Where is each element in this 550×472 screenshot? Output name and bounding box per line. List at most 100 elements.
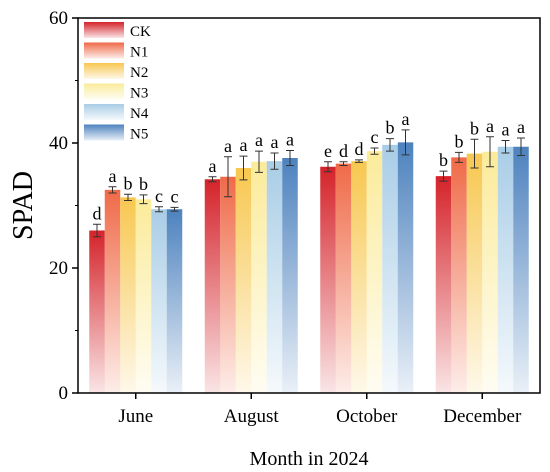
bar-N1-June	[104, 189, 121, 393]
bar-N3-June	[135, 199, 152, 393]
sig-label-N1-August: a	[224, 136, 232, 156]
bar-N3-October	[366, 151, 383, 393]
bar-N3-August	[251, 161, 267, 393]
legend-label-CK: CK	[130, 24, 151, 40]
error-bar-N1-December	[455, 151, 463, 163]
bar-N5-December	[513, 146, 529, 393]
sig-label-N1-December: b	[455, 131, 464, 151]
legend: CK N1 N2 N3 N4 N5	[84, 22, 151, 143]
error-bar-N4-December	[501, 140, 510, 154]
sig-label-N2-August: a	[240, 135, 248, 155]
sig-label-N1-June: a	[109, 166, 117, 186]
x-category-layer: June August October December	[118, 393, 522, 427]
error-bar-N4-October	[386, 138, 394, 152]
y-tick-label-60: 60	[49, 8, 68, 29]
sig-label-N5-October: a	[402, 109, 410, 129]
error-bar-N3-June	[139, 194, 148, 205]
sig-label-N5-December: a	[517, 117, 525, 137]
legend-label-N1: N1	[130, 45, 148, 61]
bar-N4-October	[382, 144, 398, 393]
legend-swatch-N2	[84, 63, 124, 79]
sig-label-N3-December: a	[486, 116, 494, 136]
legend-swatch-N4	[84, 104, 124, 120]
error-bar-N1-June	[108, 186, 117, 194]
bar-N5-June	[166, 209, 183, 393]
x-tick-label-December: December	[443, 406, 522, 427]
y-tick-label-0: 0	[59, 383, 69, 404]
legend-swatch-CK	[84, 22, 124, 38]
legend-label-N5: N5	[130, 127, 148, 143]
x-axis-title: Month in 2024	[250, 448, 369, 470]
error-bar-N1-October	[339, 161, 348, 166]
sig-label-N4-December: a	[502, 120, 510, 140]
x-tick-label-August: August	[224, 406, 280, 427]
sig-label-N3-October: c	[371, 127, 379, 147]
sig-label-CK-October: e	[324, 141, 332, 161]
x-tick-label-October: October	[336, 406, 398, 427]
sig-label-N2-June: b	[124, 173, 133, 193]
error-bar-CK-August	[208, 176, 217, 183]
error-bar-N5-October	[401, 129, 410, 156]
sig-label-N1-October: d	[339, 141, 348, 161]
error-bar-N5-August	[286, 150, 294, 166]
error-bar-CK-June	[93, 223, 101, 238]
bar-N4-August	[266, 161, 283, 393]
error-bar-N2-December	[470, 138, 479, 169]
legend-swatch-N1	[84, 42, 124, 59]
sig-label-CK-August: a	[209, 156, 217, 176]
legend-label-N2: N2	[130, 65, 148, 81]
sig-label-CK-December: b	[439, 150, 448, 170]
sig-label-N4-June: c	[155, 186, 163, 206]
bars-layer	[89, 142, 529, 393]
x-tick-label-June: June	[118, 406, 153, 427]
bar-CK-June	[89, 230, 105, 393]
error-bar-N3-December	[486, 136, 494, 168]
sig-label-N3-June: b	[139, 174, 148, 194]
legend-swatch-N3	[84, 83, 124, 100]
legend-label-N4: N4	[130, 106, 149, 122]
bar-N4-June	[151, 209, 167, 393]
bar-N5-August	[282, 158, 298, 393]
sig-label-N4-October: b	[386, 118, 395, 138]
sig-label-N2-October: d	[355, 139, 364, 159]
y-tick-label-20: 20	[49, 258, 68, 279]
error-bar-N5-December	[517, 137, 525, 156]
error-bar-N4-August	[270, 152, 279, 170]
error-bar-N2-October	[355, 159, 363, 163]
bar-CK-August	[204, 179, 221, 393]
bar-CK-October	[320, 166, 336, 393]
sig-label-N5-June: c	[171, 186, 179, 206]
bar-N2-August	[235, 168, 252, 393]
error-bars-layer	[93, 129, 525, 238]
sig-label-N2-December: b	[470, 118, 479, 138]
error-bar-N3-October	[370, 147, 379, 155]
error-bar-N1-August	[224, 156, 232, 198]
bar-N2-October	[351, 161, 367, 393]
legend-swatch-N5	[84, 124, 124, 141]
error-bar-CK-December	[439, 170, 448, 182]
bar-N2-June	[120, 197, 136, 393]
bar-N4-December	[497, 146, 514, 393]
bar-N1-August	[220, 176, 236, 393]
error-bar-N2-August	[239, 155, 248, 181]
bar-CK-December	[435, 176, 452, 393]
y-tick-label-40: 40	[49, 133, 68, 154]
bar-N1-December	[451, 157, 467, 393]
sig-label-CK-June: d	[93, 203, 102, 223]
bar-N3-December	[482, 151, 498, 393]
y-ticks-layer: 0 20 40 60	[49, 8, 78, 404]
sig-label-N4-August: a	[271, 132, 279, 152]
bar-N1-October	[335, 163, 352, 393]
sig-label-N3-August: a	[255, 130, 263, 150]
error-bar-N4-June	[155, 206, 163, 213]
error-bar-N2-June	[124, 193, 132, 201]
y-axis-title: SPAD	[8, 171, 39, 240]
sig-label-N5-August: a	[286, 130, 294, 150]
bar-N5-October	[397, 142, 414, 393]
legend-label-N3: N3	[130, 86, 148, 102]
error-bar-CK-October	[324, 161, 332, 173]
error-bar-N3-August	[255, 150, 263, 173]
error-bar-N5-June	[170, 206, 179, 212]
